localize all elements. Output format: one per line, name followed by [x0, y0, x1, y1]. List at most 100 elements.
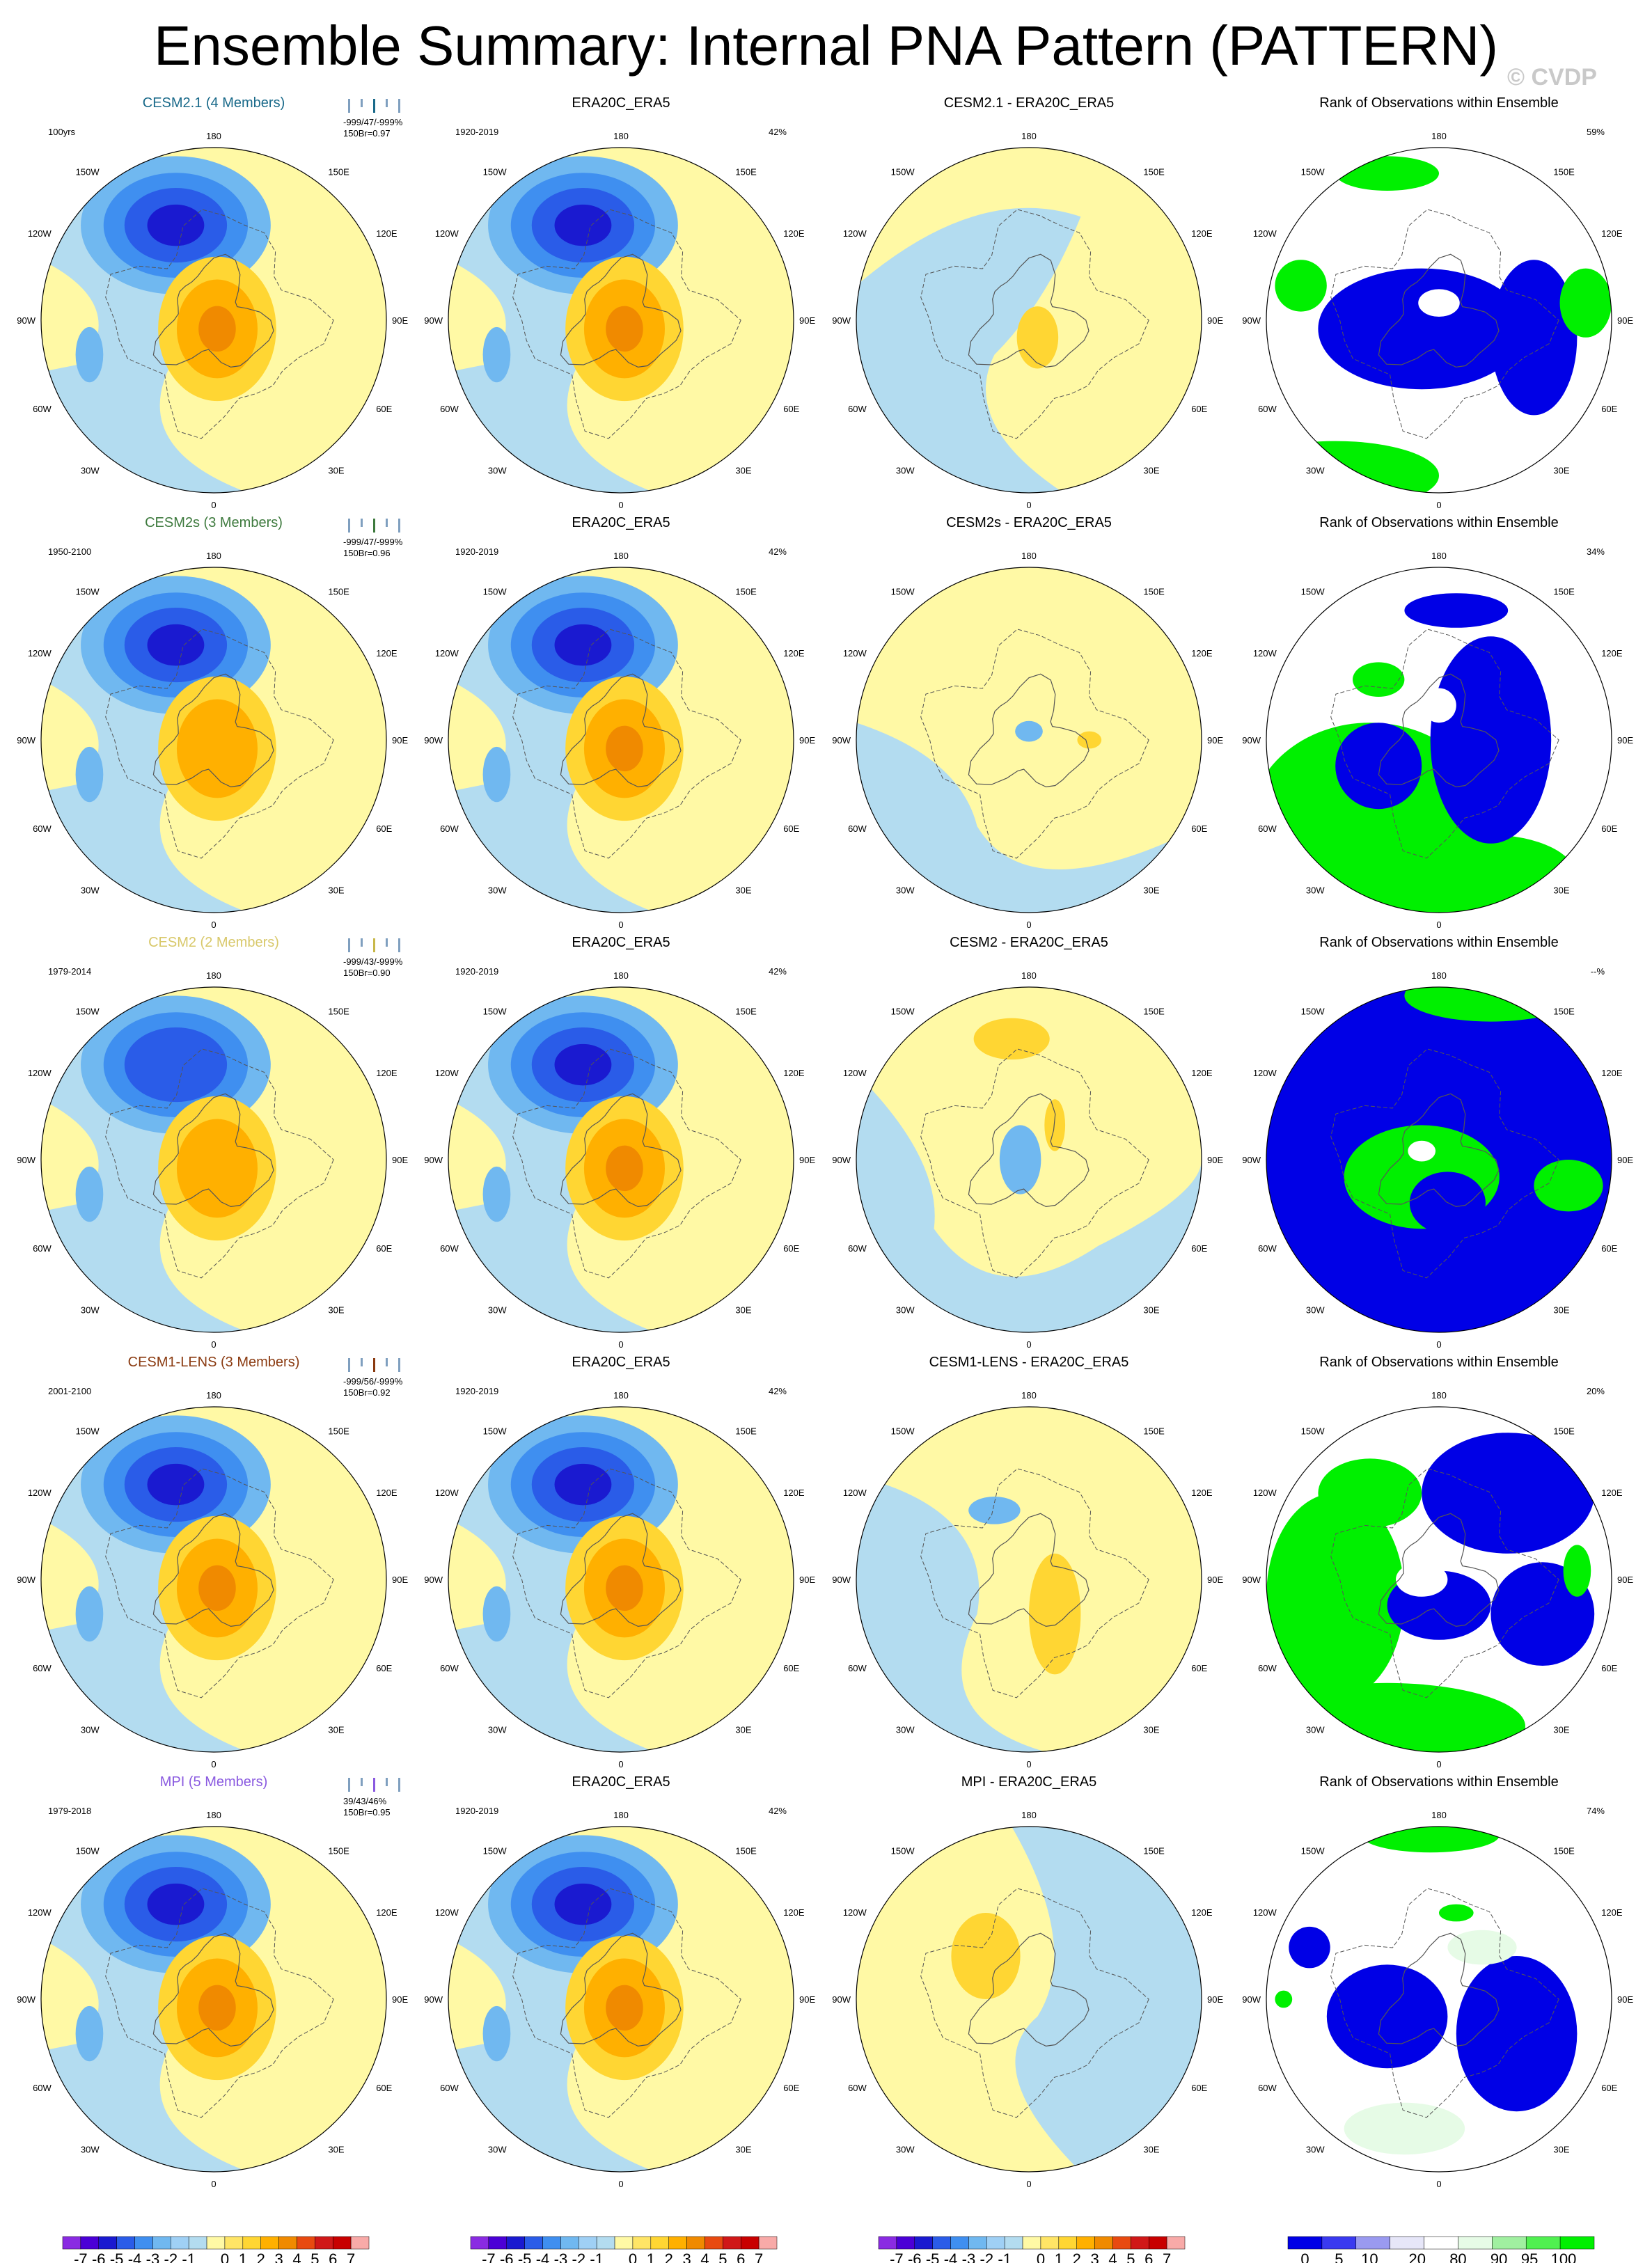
period-label: 1920-2019 — [455, 1806, 498, 1816]
longitude-label: 150E — [735, 1426, 757, 1437]
colorbar-tick-label: 3 — [682, 2250, 691, 2263]
colorbar-swatch — [488, 2236, 508, 2250]
obs-panel: ERA20C_ERA5 1920-2019 42% 180 150W 150E 120W 12… — [424, 95, 815, 510]
longitude-label: 60W — [33, 823, 52, 834]
map-border — [1266, 1406, 1612, 1753]
map-field — [448, 148, 794, 493]
longitude-label: 60W — [440, 404, 459, 414]
longitude-label: 120E — [1191, 1907, 1213, 1918]
coastline — [512, 1048, 741, 1279]
colorbar-tick-label: 7 — [1163, 2250, 1171, 2263]
member-spread-tick — [398, 938, 400, 952]
longitude-label: 120W — [843, 1907, 867, 1918]
member-spread-tick — [361, 1778, 363, 1786]
longitude-label: 30E — [735, 1724, 751, 1735]
colorbar-swatch — [506, 2236, 525, 2250]
obs-panel: ERA20C_ERA5 1920-2019 42% 180 150W 150E 120W 12… — [424, 1355, 815, 1769]
colorbar-tick-label: 5 — [310, 2250, 319, 2263]
colorbar-swatch — [350, 2236, 370, 2250]
colorbar-tick-label: 100 — [1551, 2250, 1577, 2263]
coastline — [920, 1048, 1149, 1279]
stats-label: -999/47/-999% — [343, 117, 403, 127]
longitude-label: 150W — [1301, 1846, 1325, 1856]
member-spread-tick — [386, 519, 388, 527]
coastline — [560, 253, 682, 368]
model-panel: CESM2s (3 Members) 1950-2100 -999/47/-999%… — [17, 515, 408, 930]
longitude-label: 60W — [848, 2083, 867, 2093]
longitude-label: 60E — [376, 1663, 392, 1673]
longitude-label: 180 — [1431, 551, 1447, 561]
rank-region — [1335, 723, 1422, 810]
rank-region — [1456, 1956, 1578, 2112]
longitude-label: 180 — [206, 131, 221, 141]
longitude-label: 0 — [211, 1339, 216, 1350]
colorbar-swatch — [1492, 2236, 1527, 2250]
coastline — [1330, 629, 1559, 859]
colorbar-tick-label: 4 — [292, 2250, 301, 2263]
longitude-label: 60E — [1191, 1663, 1207, 1673]
colorbar-swatch — [705, 2236, 723, 2250]
longitude-label: 120E — [783, 1068, 805, 1078]
colorbar-swatch — [740, 2236, 760, 2250]
longitude-label: 150E — [328, 1846, 349, 1856]
rank-region — [1490, 260, 1578, 416]
positive-anomaly-contour — [176, 699, 258, 798]
longitude-label: 150E — [735, 587, 757, 597]
colorbar-tick-label: 90 — [1490, 2250, 1507, 2263]
longitude-label: 150W — [483, 1426, 508, 1437]
member-spread-tick — [386, 1358, 388, 1366]
longitude-label: 150W — [76, 1846, 100, 1856]
longitude-label: 30E — [1143, 2144, 1159, 2154]
longitude-label: 0 — [618, 920, 623, 930]
period-label: 2001-2100 — [48, 1386, 91, 1396]
longitude-label: 30E — [1553, 465, 1569, 475]
colorbar-swatch — [632, 2236, 652, 2250]
longitude-label: 90E — [392, 735, 408, 746]
member-spread-tick — [386, 99, 388, 107]
map-border — [40, 986, 387, 1333]
colorbar-swatch — [1004, 2236, 1023, 2250]
longitude-label: 150E — [1143, 167, 1165, 178]
colorbar-tick-label: 2 — [665, 2250, 673, 2263]
rank-region — [1422, 688, 1456, 723]
longitude-label: 150E — [328, 587, 349, 597]
coastline — [1378, 1093, 1500, 1208]
period-label: 1920-2019 — [455, 546, 498, 557]
longitude-label: 30W — [896, 1304, 915, 1315]
colorbar-swatch — [62, 2236, 81, 2250]
longitude-label: 60W — [1258, 823, 1277, 834]
colorbar-tick-label: -1 — [998, 2250, 1012, 2263]
colorbar-swatch — [668, 2236, 687, 2250]
negative-anomaly-contour — [124, 1027, 228, 1103]
difference-anomaly-contour — [1077, 731, 1102, 749]
longitude-label: 120W — [1253, 1907, 1277, 1918]
stats-label: -999/47/-999% — [343, 537, 403, 547]
longitude-label: 30W — [1306, 2144, 1325, 2154]
map-field — [1266, 567, 1612, 913]
longitude-label: 120W — [1253, 648, 1277, 659]
colorbar-swatch — [914, 2236, 933, 2250]
colorbar-swatch — [1321, 2236, 1357, 2250]
longitude-label: 30W — [81, 1304, 100, 1315]
longitude-label: 150W — [76, 1007, 100, 1017]
longitude-label: 0 — [618, 1339, 623, 1350]
longitude-label: 120W — [28, 1068, 52, 1078]
longitude-label: 180 — [1021, 131, 1037, 141]
member-spread-tick — [348, 1778, 350, 1792]
stats-label: 39/43/46% — [343, 1796, 387, 1806]
longitude-label: 30W — [896, 465, 915, 475]
map-border — [448, 1406, 794, 1753]
negative-difference-region — [856, 1073, 1202, 1332]
longitude-label: 150W — [1301, 1426, 1325, 1437]
rank-percent-label: 20% — [1587, 1386, 1605, 1396]
longitude-label: 60E — [783, 823, 799, 834]
negative-difference-region — [856, 1476, 1046, 1752]
longitude-label: 150W — [1301, 1007, 1325, 1017]
coastline — [920, 209, 1149, 439]
longitude-label: 60E — [1191, 1243, 1207, 1254]
coastline — [1330, 1888, 1559, 2118]
member-spread-tick — [373, 1778, 375, 1792]
colorbar-swatch — [968, 2236, 987, 2250]
longitude-label: 30W — [1306, 1724, 1325, 1735]
colorbar-tick-label: 95 — [1521, 2250, 1538, 2263]
